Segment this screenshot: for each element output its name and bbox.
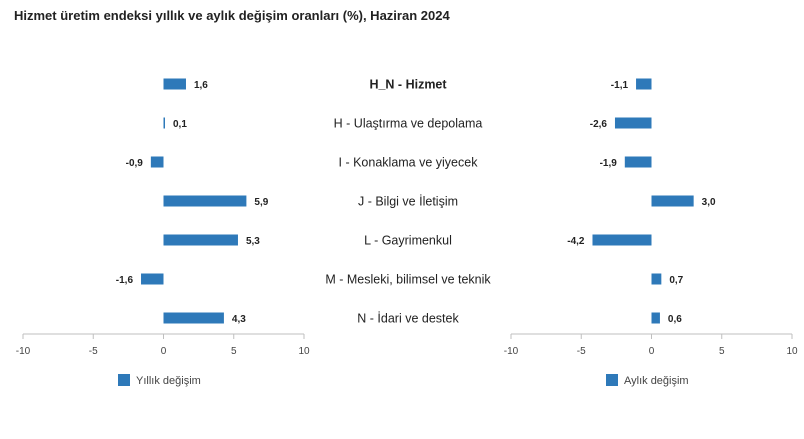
monthly-bar — [592, 234, 652, 246]
annual-legend-label: Yıllık değişim — [136, 375, 201, 387]
annual-bar — [141, 273, 164, 285]
annual-bar — [163, 195, 247, 207]
category-label: J - Bilgi ve İletişim — [358, 195, 458, 209]
annual-bar — [163, 234, 238, 246]
category-label: H_N - Hizmet — [369, 78, 447, 92]
monthly-legend-label: Aylık değişim — [624, 375, 689, 387]
category-label: L - Gayrimenkul — [364, 234, 452, 248]
monthly-bar — [624, 156, 652, 168]
annual-bar — [163, 117, 165, 129]
monthly-data-label: -2,6 — [590, 119, 608, 130]
annual-data-label: -1,6 — [116, 275, 134, 286]
monthly-data-label: -1,9 — [600, 158, 618, 169]
annual-bar — [150, 156, 164, 168]
annual-data-label: 4,3 — [232, 314, 246, 325]
annual-tick-label: 0 — [161, 346, 167, 357]
monthly-legend-swatch — [606, 374, 618, 386]
annual-data-label: 1,6 — [194, 80, 208, 91]
category-label: N - İdari ve destek — [357, 312, 459, 326]
monthly-tick-label: 5 — [719, 346, 725, 357]
monthly-tick-label: 0 — [649, 346, 655, 357]
category-label: I - Konaklama ve yiyecek — [339, 156, 479, 170]
chart-title: Hizmet üretim endeksi yıllık ve aylık de… — [14, 8, 450, 23]
monthly-bar — [651, 312, 660, 324]
annual-bar — [163, 78, 186, 90]
annual-data-label: -0,9 — [126, 158, 144, 169]
monthly-bar — [636, 78, 652, 90]
annual-tick-label: 10 — [298, 346, 310, 357]
monthly-bar — [651, 273, 662, 285]
monthly-data-label: 0,7 — [669, 275, 683, 286]
category-label: M - Mesleki, bilimsel ve teknik — [325, 273, 491, 287]
category-label: H - Ulaştırma ve depolama — [334, 117, 483, 131]
monthly-tick-label: -5 — [577, 346, 586, 357]
annual-data-label: 5,3 — [246, 236, 260, 247]
annual-data-label: 0,1 — [173, 119, 187, 130]
annual-bar — [163, 312, 224, 324]
monthly-bar — [614, 117, 652, 129]
monthly-data-label: 0,6 — [668, 314, 682, 325]
monthly-data-label: -1,1 — [611, 80, 629, 91]
monthly-data-label: -4,2 — [567, 236, 585, 247]
annual-tick-label: -10 — [16, 346, 31, 357]
monthly-data-label: 3,0 — [702, 197, 716, 208]
monthly-tick-label: 10 — [786, 346, 798, 357]
annual-tick-label: -5 — [89, 346, 98, 357]
annual-tick-label: 5 — [231, 346, 237, 357]
monthly-bar — [651, 195, 694, 207]
annual-legend-swatch — [118, 374, 130, 386]
monthly-tick-label: -10 — [504, 346, 519, 357]
annual-data-label: 5,9 — [254, 197, 268, 208]
